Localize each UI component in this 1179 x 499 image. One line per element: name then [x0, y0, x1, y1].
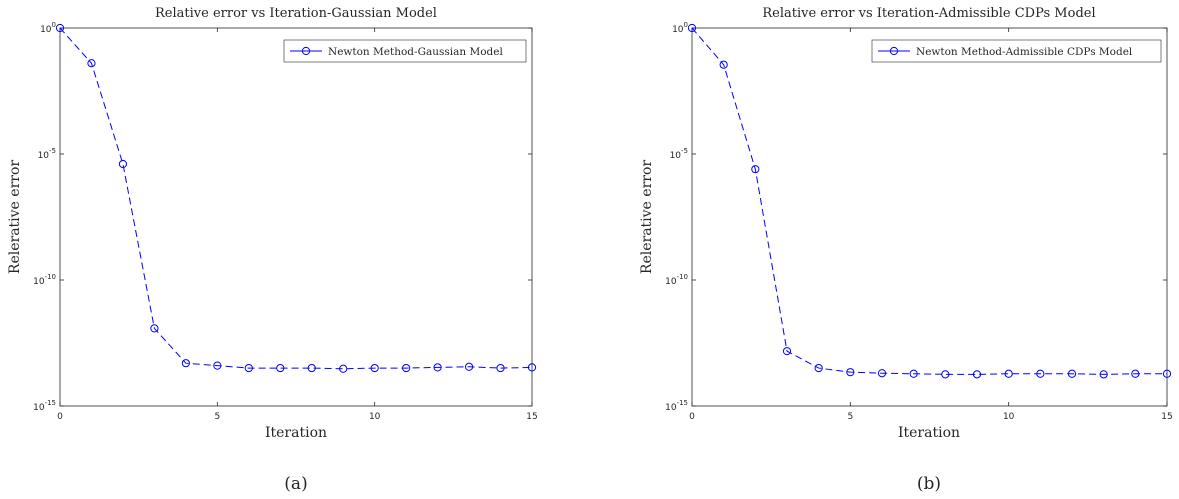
chart-b-series-markers — [687, 23, 1172, 379]
chart-a-data-point-8 — [307, 363, 316, 373]
chart-b-x-ticks: 0 5 10 15 — [689, 28, 1173, 422]
chart-a-data-point-6 — [244, 363, 253, 373]
chart-b-data-point-7 — [909, 369, 918, 378]
chart-a-plot-frame — [59, 27, 533, 407]
chart-b-data-point-0 — [687, 23, 697, 33]
chart-b-plot-frame — [691, 27, 1168, 407]
chart-a-caption: (a) — [284, 474, 307, 494]
chart-a-data-point-2 — [118, 159, 128, 169]
chart-a-data-point-3 — [150, 324, 159, 333]
chart-a-series-markers — [55, 23, 537, 373]
chart-b-data-point-13 — [1099, 370, 1108, 379]
chart-a-data-point-0 — [55, 23, 65, 33]
chart-b-data-point-3 — [782, 347, 792, 356]
chart-b-y-ticks: 100 10-5 10-10 10-15 — [665, 21, 1167, 413]
chart-a-series-line — [59, 27, 533, 370]
chart-b-data-point-15 — [1162, 369, 1172, 378]
chart-a-data-point-10 — [370, 363, 379, 373]
chart-a-data-point-9 — [339, 364, 348, 373]
chart-a-x-tick-label-0: 0 — [57, 412, 63, 422]
chart-b-data-point-14 — [1131, 369, 1140, 378]
chart-a-y-tick-label-2: 10-10 — [33, 273, 56, 287]
chart-b-data-point-8 — [941, 370, 950, 379]
chart-b-legend-label: Newton Method-Admissible CDPs Model — [916, 46, 1133, 58]
chart-b-series-line — [691, 27, 1167, 375]
chart-a-data-point-4 — [181, 359, 190, 368]
chart-b-legend-box — [871, 39, 1162, 63]
chart-a-title: Relative error vs Iteration-Gaussian Mod… — [155, 6, 437, 21]
chart-b-caption: (b) — [917, 474, 941, 494]
chart-a-y-tick-label-3: 10-15 — [33, 399, 56, 413]
chart-a-x-axis-label: Iteration — [265, 425, 327, 441]
chart-b-y-axis-label: Relerative error — [639, 160, 655, 274]
chart-b-x-axis-label: Iteration — [898, 425, 960, 441]
chart-b-y-tick-label-1: 10-5 — [670, 147, 688, 161]
chart-a-y-ticks: 100 10-5 10-10 10-15 — [33, 21, 532, 413]
chart-b-data-point-11 — [1036, 369, 1045, 378]
chart-a-y-axis-label: Relerative error — [7, 160, 23, 274]
chart-b-y-tick-label-2: 10-10 — [665, 273, 688, 287]
chart-b-data-point-2 — [751, 165, 760, 174]
chart-a-x-tick-label-2: 10 — [369, 412, 381, 422]
chart-a-legend-box — [283, 39, 527, 63]
chart-b-legend-marker — [889, 46, 899, 56]
chart-a-data-point-15 — [527, 363, 537, 372]
chart-a-y-tick-label-1: 10-5 — [38, 147, 56, 161]
chart-a-data-point-5 — [213, 361, 222, 370]
chart-a-data-point-12 — [433, 363, 442, 372]
chart-b-data-point-5 — [846, 368, 855, 377]
chart-b-data-point-1 — [719, 60, 728, 69]
chart-b-data-point-10 — [1004, 369, 1013, 378]
chart-a-data-point-14 — [496, 363, 505, 373]
chart-b-x-tick-label-2: 10 — [1003, 412, 1015, 422]
chart-b-x-tick-label-1: 5 — [847, 412, 853, 422]
chart-a-x-tick-label-3: 15 — [526, 412, 537, 422]
chart-a-y-tick-label-0: 100 — [40, 21, 56, 35]
chart-b-data-point-6 — [877, 369, 887, 378]
chart-a-data-point-1 — [87, 59, 96, 68]
chart-a-data-point-13 — [464, 362, 474, 371]
chart-panel-b: Relative error vs Iteration-Admissible C… — [639, 6, 1173, 494]
chart-b-x-tick-label-0: 0 — [689, 412, 695, 422]
chart-b-data-point-9 — [972, 370, 982, 379]
chart-b-data-point-4 — [814, 363, 823, 373]
chart-b-legend: Newton Method-Admissible CDPs Model — [871, 39, 1162, 63]
chart-a-data-point-11 — [402, 363, 411, 373]
chart-a-legend: Newton Method-Gaussian Model — [283, 39, 527, 63]
chart-b-y-tick-label-3: 10-15 — [665, 399, 688, 413]
chart-b-y-tick-label-0: 100 — [672, 21, 688, 35]
chart-b-x-tick-label-3: 15 — [1161, 412, 1172, 422]
chart-b-data-point-12 — [1067, 369, 1077, 378]
chart-panel-a: Relative error vs Iteration-Gaussian Mod… — [7, 6, 538, 494]
chart-a-legend-label: Newton Method-Gaussian Model — [328, 46, 503, 58]
chart-a-legend-marker — [301, 46, 311, 56]
chart-a-data-point-7 — [276, 363, 285, 373]
chart-a-x-tick-label-1: 5 — [214, 412, 220, 422]
chart-b-title: Relative error vs Iteration-Admissible C… — [762, 6, 1095, 21]
